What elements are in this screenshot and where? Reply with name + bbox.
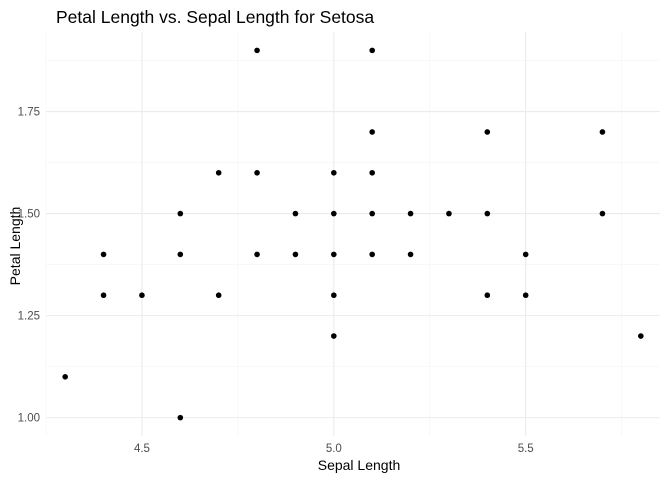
y-tick-label: 1.75 [18,107,40,119]
y-axis-ticks: 1.00 1.25 1.50 1.75 [18,107,40,425]
x-axis-title: Sepal Length [318,457,401,473]
y-tick-label: 1.00 [18,413,40,425]
data-point [484,292,491,299]
data-point [254,251,260,258]
x-tick-label: 5.0 [326,443,342,455]
data-point [139,292,145,299]
data-point [369,251,375,258]
data-point [62,374,68,380]
data-point [522,292,529,299]
y-tick-label: 1.25 [18,311,40,323]
data-point [331,333,337,339]
data-point [599,129,606,135]
data-point [638,333,644,339]
data-point [331,292,337,299]
data-point [331,210,337,217]
data-point [100,292,107,299]
data-point [369,169,375,176]
data-point [369,129,375,135]
data-point [407,251,414,258]
x-tick-label: 5.5 [518,443,534,455]
data-point [484,129,491,135]
chart-title: Petal Length vs. Sepal Length for Setosa [56,7,374,27]
data-point [254,169,260,176]
data-point [177,210,184,217]
data-point [177,251,184,258]
data-point [331,169,337,176]
data-point [177,414,184,421]
data-point [331,251,337,258]
data-point [522,251,529,258]
data-point [369,47,375,54]
data-points [62,47,644,421]
data-point [215,169,222,176]
x-tick-label: 4.5 [134,443,150,455]
data-point [292,251,299,258]
y-tick-label: 1.50 [18,209,40,221]
y-axis-title: Petal Length [7,207,23,286]
data-point [446,210,452,217]
data-point [254,47,260,54]
x-axis-ticks: 4.5 5.0 5.5 [134,443,534,455]
data-point [407,210,414,217]
data-point [369,210,375,217]
grid [45,32,660,436]
data-point [215,292,222,299]
data-point [599,210,606,217]
data-point [484,210,491,217]
data-point [292,210,299,217]
data-point [100,251,107,258]
